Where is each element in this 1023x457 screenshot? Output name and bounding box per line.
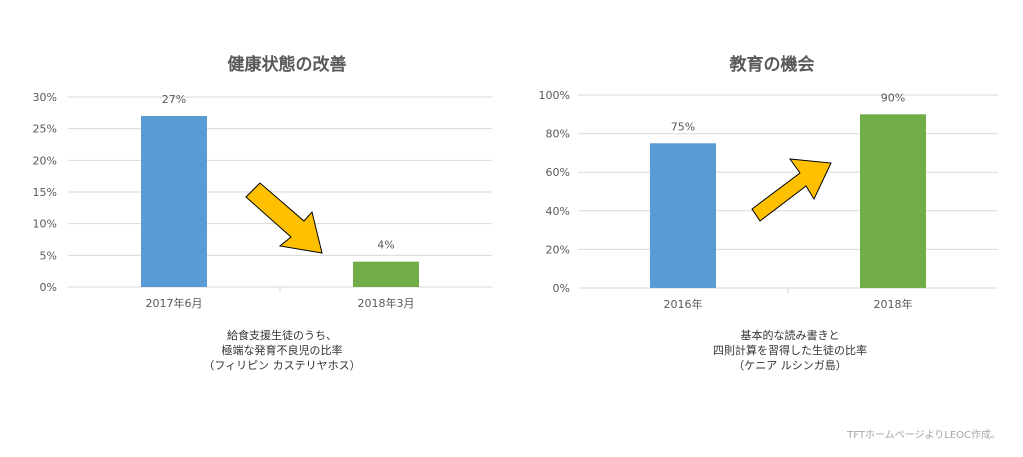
- x-category-label: 2017年6月: [146, 296, 203, 310]
- y-tick-label: 60%: [546, 166, 570, 179]
- y-tick-label: 80%: [546, 128, 570, 141]
- y-tick-label: 5%: [40, 249, 57, 262]
- chart-title-education: 教育の機会: [729, 55, 815, 75]
- bar: [860, 114, 926, 288]
- x-category-label: 2018年: [874, 297, 913, 311]
- y-tick-label: 20%: [33, 154, 57, 167]
- y-tick-label: 0%: [40, 281, 57, 294]
- y-tick-label: 100%: [539, 89, 570, 102]
- y-tick-label: 40%: [546, 205, 570, 218]
- bar: [353, 261, 419, 287]
- data-label: 27%: [162, 93, 186, 106]
- caption-education: 基本的な読み書きと 四則計算を習得した生徒の比率 （ケニア ルシンガ島）: [640, 328, 940, 373]
- bar: [650, 143, 716, 288]
- caption-line: 基本的な読み書きと: [740, 329, 840, 342]
- y-tick-label: 20%: [546, 243, 570, 256]
- caption-line: （ケニア ルシンガ島）: [733, 359, 847, 372]
- y-tick-label: 10%: [33, 218, 57, 231]
- caption-health: 給食支援生徒のうち、 極端な発育不良児の比率 （フィリピン カステリヤホス）: [132, 328, 432, 373]
- caption-line: 四則計算を習得した生徒の比率: [713, 344, 867, 357]
- bar: [141, 116, 207, 287]
- y-tick-label: 0%: [553, 282, 570, 295]
- caption-line: 給食支援生徒のうち、: [227, 329, 337, 342]
- data-label: 4%: [377, 239, 394, 252]
- arrow-down-icon: [245, 182, 323, 254]
- caption-line: 極端な発育不良児の比率: [221, 344, 343, 357]
- y-tick-label: 15%: [33, 186, 57, 199]
- chart-title-health: 健康状態の改善: [227, 55, 347, 75]
- y-tick-label: 25%: [33, 123, 57, 136]
- caption-line: （フィリピン カステリヤホス）: [203, 359, 361, 372]
- x-category-label: 2016年: [664, 297, 703, 311]
- data-label: 90%: [881, 91, 905, 104]
- data-label: 75%: [671, 120, 695, 133]
- x-category-label: 2018年3月: [358, 296, 415, 310]
- y-tick-label: 30%: [33, 91, 57, 104]
- arrow-up-icon: [751, 158, 832, 222]
- source-note: TFTホームページよりLEOC作成。: [847, 430, 1001, 441]
